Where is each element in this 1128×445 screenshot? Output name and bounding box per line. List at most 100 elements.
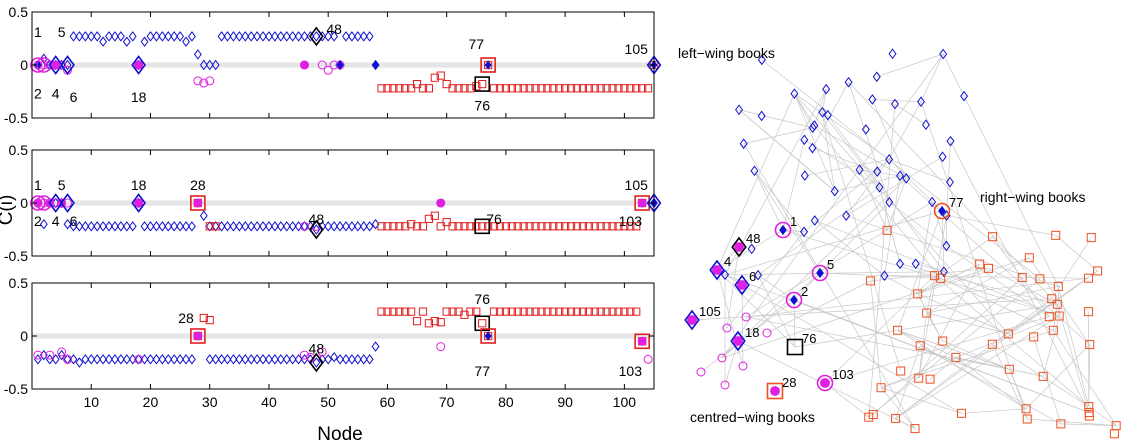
- left-marker: [193, 49, 202, 60]
- labelled-node-ring: [766, 382, 784, 400]
- left-wing-node: [808, 142, 817, 154]
- network-edge: [754, 170, 821, 274]
- left-marker: [176, 354, 185, 365]
- left-marker: [99, 354, 108, 365]
- y-axis-label: C(i): [0, 195, 17, 226]
- node-annotation: 6: [70, 213, 78, 229]
- centred-marker: [323, 65, 333, 75]
- node-label: 2: [801, 284, 808, 299]
- left-marker: [182, 221, 190, 232]
- left-wing-node: [921, 119, 930, 131]
- left-marker: [265, 354, 273, 365]
- node-annotation: 1: [34, 177, 42, 193]
- left-marker: [188, 31, 196, 42]
- network-edge: [943, 236, 993, 272]
- right-marker: [424, 319, 433, 328]
- centred-marker: [317, 60, 327, 70]
- left-wing-node: [880, 270, 889, 282]
- network-edge: [915, 263, 944, 272]
- centred-marker: [205, 76, 215, 86]
- network-edge: [846, 156, 943, 216]
- left-marker: [93, 221, 102, 232]
- right-wing-node: [896, 366, 906, 376]
- right-wing-node: [988, 232, 998, 242]
- right-marker: [590, 222, 599, 231]
- right-wing-node: [1086, 233, 1096, 243]
- left-wing-node: [800, 170, 809, 181]
- left-marker: [152, 31, 161, 42]
- left-marker: [188, 221, 196, 232]
- right-marker: [614, 84, 623, 93]
- left-wing-node: [844, 76, 853, 88]
- right-wing-label: right−wing books: [980, 189, 1085, 205]
- network-edge: [897, 329, 1027, 410]
- network-edge: [814, 89, 827, 126]
- zero-band: [32, 333, 654, 339]
- right-marker: [578, 307, 588, 316]
- left-wing-node: [855, 164, 864, 176]
- left-marker: [146, 221, 155, 232]
- left-wing-node: [960, 90, 969, 102]
- network-edge: [859, 169, 888, 231]
- left-wing-node: [818, 106, 827, 118]
- network-edge: [886, 229, 1059, 287]
- left-marker: [87, 354, 96, 365]
- left-marker: [241, 221, 250, 232]
- network-edge: [888, 101, 922, 160]
- highlight-marker: [60, 55, 75, 75]
- left-marker: [253, 31, 262, 42]
- left-marker: [229, 31, 238, 42]
- network-edge: [754, 170, 805, 232]
- right-marker: [543, 84, 552, 93]
- network-edge: [846, 215, 888, 231]
- left-marker: [288, 221, 297, 232]
- left-marker: [330, 351, 339, 363]
- network-edge: [1008, 369, 1027, 409]
- right-marker: [632, 222, 641, 231]
- left-marker: [217, 31, 226, 42]
- left-marker: [69, 31, 78, 42]
- right-wing-node: [987, 339, 997, 349]
- labelled-node-ring: [933, 202, 951, 220]
- right-wing-node: [876, 383, 886, 393]
- left-marker: [128, 221, 137, 232]
- left-wing-node: [945, 176, 954, 188]
- labelled-node-core: [734, 242, 744, 252]
- highlight-marker: [190, 328, 206, 344]
- left-marker: [235, 31, 244, 42]
- right-wing-node: [938, 336, 948, 346]
- x-tick-label: 80: [498, 394, 514, 410]
- right-marker: [566, 222, 576, 231]
- right-marker: [383, 307, 392, 316]
- right-marker: [596, 84, 605, 93]
- left-wing-node: [754, 269, 763, 281]
- node-annotation: 28: [190, 177, 206, 193]
- right-marker: [596, 222, 605, 231]
- y-tick-label: 0.5: [9, 4, 29, 20]
- network-edge: [961, 408, 1027, 414]
- left-marker: [39, 218, 48, 230]
- right-marker: [584, 222, 593, 231]
- left-marker: [63, 218, 72, 230]
- left-marker: [111, 31, 119, 42]
- network-edge: [812, 82, 849, 149]
- centred-wing-node: [722, 323, 732, 333]
- node-annotation: 103: [619, 363, 643, 379]
- filled-marker: [336, 60, 344, 70]
- network-edge: [794, 93, 890, 160]
- centred-wing-label: centred−wing books: [690, 409, 815, 425]
- labelled-node-core: [687, 315, 697, 325]
- y-tick-label: -0.5: [4, 381, 28, 397]
- left-marker: [312, 224, 321, 235]
- network-edge: [942, 340, 1010, 370]
- network-edge: [794, 93, 1009, 335]
- filled-marker: [372, 60, 380, 70]
- network-edge: [876, 53, 944, 78]
- right-marker: [555, 222, 564, 231]
- node-annotation: 6: [70, 89, 78, 105]
- left-marker: [99, 221, 108, 232]
- left-marker: [75, 221, 84, 232]
- network-edge: [794, 93, 836, 192]
- right-marker: [501, 222, 511, 231]
